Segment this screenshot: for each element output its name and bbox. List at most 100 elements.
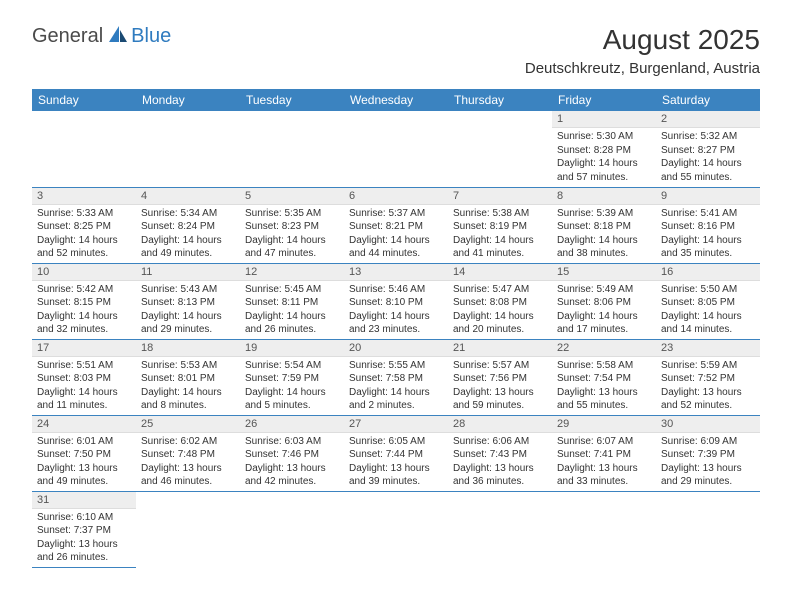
day-line: Sunset: 8:06 PM [557,296,651,310]
day-line: Sunset: 8:03 PM [37,372,131,386]
day-number: 14 [448,264,552,281]
month-title: August 2025 [525,24,760,56]
location-text: Deutschkreutz, Burgenland, Austria [525,60,760,77]
calendar-cell [344,111,448,187]
day-line: and 49 minutes. [37,475,131,489]
day-content: Sunrise: 5:58 AMSunset: 7:54 PMDaylight:… [552,357,656,415]
day-line: and 52 minutes. [37,247,131,261]
day-line: Sunset: 7:54 PM [557,372,651,386]
day-line: and 5 minutes. [245,399,339,413]
day-number: 30 [656,416,760,433]
day-line: and 26 minutes. [245,323,339,337]
day-line: Daylight: 14 hours [141,310,235,324]
day-number: 1 [552,111,656,128]
day-content: Sunrise: 5:37 AMSunset: 8:21 PMDaylight:… [344,205,448,263]
day-line: Sunrise: 5:32 AM [661,130,755,144]
day-content: Sunrise: 6:05 AMSunset: 7:44 PMDaylight:… [344,433,448,491]
day-number: 7 [448,188,552,205]
day-number: 21 [448,340,552,357]
day-content: Sunrise: 6:02 AMSunset: 7:48 PMDaylight:… [136,433,240,491]
day-line: Daylight: 14 hours [661,310,755,324]
day-line: Sunrise: 5:30 AM [557,130,651,144]
day-number: 24 [32,416,136,433]
calendar-week-row: 24Sunrise: 6:01 AMSunset: 7:50 PMDayligh… [32,415,760,491]
day-content: Sunrise: 5:50 AMSunset: 8:05 PMDaylight:… [656,281,760,339]
day-line: Sunrise: 5:58 AM [557,359,651,373]
day-line: Sunset: 7:39 PM [661,448,755,462]
day-line: Sunrise: 6:05 AM [349,435,443,449]
calendar-cell [136,111,240,187]
day-line: and 35 minutes. [661,247,755,261]
day-line: Sunrise: 6:06 AM [453,435,547,449]
day-number: 5 [240,188,344,205]
day-line: Sunset: 8:25 PM [37,220,131,234]
day-line: Sunrise: 5:59 AM [661,359,755,373]
day-number: 9 [656,188,760,205]
day-line: Sunset: 8:08 PM [453,296,547,310]
day-line: Sunset: 7:48 PM [141,448,235,462]
day-number: 10 [32,264,136,281]
day-number: 29 [552,416,656,433]
calendar-cell: 20Sunrise: 5:55 AMSunset: 7:58 PMDayligh… [344,339,448,415]
day-line: and 55 minutes. [557,399,651,413]
day-line: and 39 minutes. [349,475,443,489]
sail-icon [107,24,129,49]
day-line: Sunrise: 5:55 AM [349,359,443,373]
calendar-cell: 28Sunrise: 6:06 AMSunset: 7:43 PMDayligh… [448,415,552,491]
day-line: Daylight: 14 hours [557,157,651,171]
day-line: and 14 minutes. [661,323,755,337]
day-number: 13 [344,264,448,281]
calendar-cell: 18Sunrise: 5:53 AMSunset: 8:01 PMDayligh… [136,339,240,415]
calendar-cell: 4Sunrise: 5:34 AMSunset: 8:24 PMDaylight… [136,187,240,263]
day-number: 25 [136,416,240,433]
weekday-header: Thursday [448,89,552,111]
day-line: and 32 minutes. [37,323,131,337]
day-content: Sunrise: 5:43 AMSunset: 8:13 PMDaylight:… [136,281,240,339]
day-content: Sunrise: 5:33 AMSunset: 8:25 PMDaylight:… [32,205,136,263]
day-line: Sunrise: 6:03 AM [245,435,339,449]
day-line: Sunrise: 5:49 AM [557,283,651,297]
day-line: Sunset: 8:13 PM [141,296,235,310]
day-line: and 49 minutes. [141,247,235,261]
day-line: Sunset: 7:37 PM [37,524,131,538]
day-content: Sunrise: 6:01 AMSunset: 7:50 PMDaylight:… [32,433,136,491]
weekday-header: Monday [136,89,240,111]
day-content: Sunrise: 5:54 AMSunset: 7:59 PMDaylight:… [240,357,344,415]
calendar-week-row: 1Sunrise: 5:30 AMSunset: 8:28 PMDaylight… [32,111,760,187]
weekday-header: Saturday [656,89,760,111]
day-line: Daylight: 14 hours [245,234,339,248]
calendar-cell [32,111,136,187]
weekday-header: Sunday [32,89,136,111]
day-content: Sunrise: 6:07 AMSunset: 7:41 PMDaylight:… [552,433,656,491]
day-number: 22 [552,340,656,357]
day-line: Sunrise: 6:01 AM [37,435,131,449]
day-line: and 52 minutes. [661,399,755,413]
day-line: and 2 minutes. [349,399,443,413]
day-number: 18 [136,340,240,357]
day-number: 26 [240,416,344,433]
day-content: Sunrise: 6:10 AMSunset: 7:37 PMDaylight:… [32,509,136,567]
calendar-cell: 10Sunrise: 5:42 AMSunset: 8:15 PMDayligh… [32,263,136,339]
day-number: 28 [448,416,552,433]
day-line: and 57 minutes. [557,171,651,185]
day-line: Daylight: 13 hours [37,462,131,476]
day-line: Sunset: 8:19 PM [453,220,547,234]
day-line: Sunrise: 5:39 AM [557,207,651,221]
day-line: Daylight: 14 hours [557,310,651,324]
day-line: and 20 minutes. [453,323,547,337]
brand-text-general: General [32,25,103,48]
day-line: and 33 minutes. [557,475,651,489]
day-line: Daylight: 14 hours [37,234,131,248]
day-content: Sunrise: 5:45 AMSunset: 8:11 PMDaylight:… [240,281,344,339]
calendar-week-row: 10Sunrise: 5:42 AMSunset: 8:15 PMDayligh… [32,263,760,339]
calendar-cell: 8Sunrise: 5:39 AMSunset: 8:18 PMDaylight… [552,187,656,263]
day-line: Daylight: 13 hours [557,386,651,400]
day-line: and 38 minutes. [557,247,651,261]
day-line: Sunset: 8:15 PM [37,296,131,310]
day-content: Sunrise: 5:30 AMSunset: 8:28 PMDaylight:… [552,128,656,186]
day-content: Sunrise: 5:39 AMSunset: 8:18 PMDaylight:… [552,205,656,263]
calendar-table: Sunday Monday Tuesday Wednesday Thursday… [32,89,760,568]
day-line: Sunrise: 6:10 AM [37,511,131,525]
day-content: Sunrise: 5:41 AMSunset: 8:16 PMDaylight:… [656,205,760,263]
weekday-header: Wednesday [344,89,448,111]
